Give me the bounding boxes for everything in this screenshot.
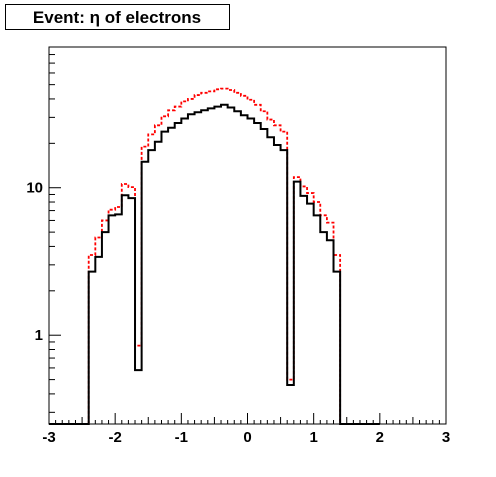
chart-title: Event: η of electrons bbox=[33, 8, 201, 27]
x-tick-label: -3 bbox=[42, 429, 55, 446]
x-tick-label: -1 bbox=[175, 429, 188, 446]
y-tick-label: 1 bbox=[35, 327, 43, 344]
x-tick-label: 0 bbox=[243, 429, 251, 446]
y-tick-label: 10 bbox=[26, 180, 43, 197]
x-tick-label: 1 bbox=[309, 429, 317, 446]
histogram-series-1 bbox=[49, 87, 380, 425]
x-tick-label: 3 bbox=[442, 429, 450, 446]
title-box bbox=[5, 4, 230, 30]
x-tick-label: 2 bbox=[376, 429, 384, 446]
x-tick-label: -2 bbox=[108, 429, 121, 446]
plot-frame bbox=[48, 46, 447, 425]
histogram-series-2 bbox=[49, 103, 380, 425]
